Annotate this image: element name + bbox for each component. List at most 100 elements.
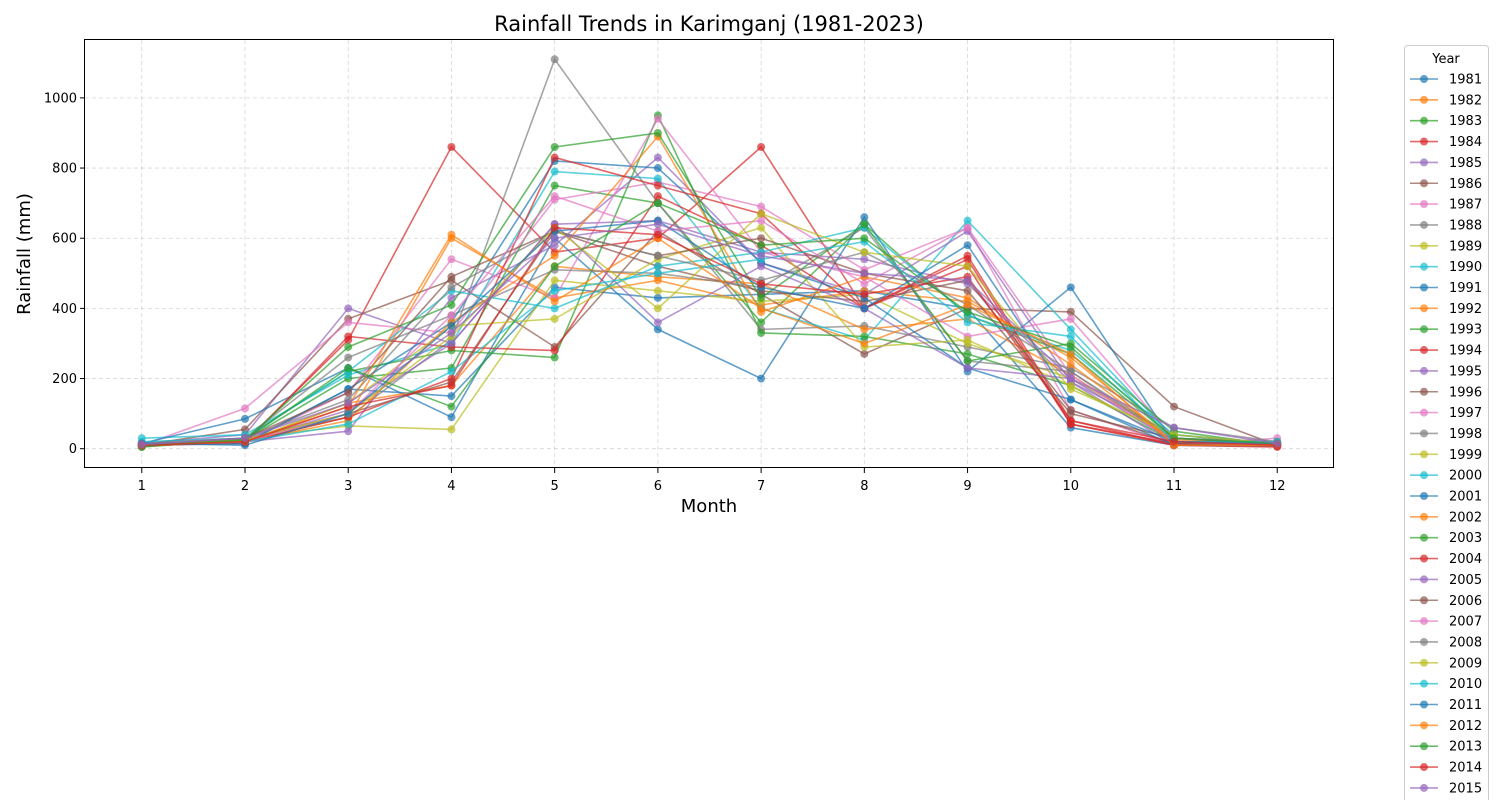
data-point (757, 262, 766, 271)
legend-label: 2013 (1449, 740, 1482, 755)
data-point (653, 262, 662, 271)
legend-marker (1420, 116, 1428, 125)
data-point (550, 223, 559, 232)
legend-item-1983: 1983 (1410, 114, 1482, 129)
data-point (963, 349, 972, 358)
data-point (447, 300, 456, 309)
y-tick-label: 1000 (44, 91, 77, 106)
legend-item-2010: 2010 (1410, 677, 1482, 692)
legend-item-2004: 2004 (1410, 552, 1482, 567)
data-point (344, 353, 353, 362)
x-tick-label: 2 (241, 479, 249, 494)
data-point (860, 220, 869, 229)
data-point (963, 286, 972, 295)
legend-item-1990: 1990 (1410, 260, 1482, 275)
legend-label: 2001 (1449, 490, 1482, 505)
legend-marker (1420, 554, 1428, 563)
x-tick-label: 9 (963, 479, 971, 494)
legend-marker (1420, 742, 1428, 751)
legend-marker (1420, 366, 1428, 375)
data-point (344, 364, 353, 373)
data-point (447, 143, 456, 151)
series-line (141, 215, 1278, 447)
legend-label: 2012 (1449, 719, 1482, 734)
data-point (963, 293, 972, 302)
legend-label: 2003 (1449, 531, 1482, 546)
data-point (550, 55, 559, 64)
data-point (653, 286, 662, 295)
data-point (860, 248, 869, 257)
legend-marker (1420, 533, 1428, 542)
legend-marker (1420, 450, 1428, 459)
data-point (550, 181, 559, 190)
series-line (141, 230, 1278, 445)
legend-item-2005: 2005 (1410, 573, 1482, 588)
data-point (344, 332, 353, 341)
data-point (653, 318, 662, 327)
legend-item-1999: 1999 (1410, 448, 1482, 463)
series-line (141, 170, 1278, 445)
legend-frame (1404, 45, 1489, 800)
data-point (447, 311, 456, 320)
legend-label: 1993 (1449, 323, 1482, 338)
legend-label: 2007 (1449, 615, 1482, 630)
chart-title: Rainfall Trends in Karimganj (1981-2023) (494, 12, 924, 36)
legend-item-2006: 2006 (1410, 594, 1482, 609)
legend-label: 2011 (1449, 698, 1482, 713)
legend-marker (1420, 596, 1428, 605)
legend-marker (1420, 512, 1428, 521)
data-point (860, 332, 869, 341)
data-point (653, 181, 662, 190)
legend-label: 1984 (1449, 135, 1482, 150)
data-point (1066, 314, 1075, 323)
legend-marker (1420, 492, 1428, 500)
data-point (1066, 360, 1075, 369)
y-axis-label: Rainfall (mm) (14, 193, 35, 315)
legend-label: 2002 (1449, 510, 1482, 525)
legend-label: 2014 (1449, 761, 1482, 776)
data-point (1066, 307, 1075, 316)
data-point (653, 293, 662, 302)
legend-label: 2015 (1449, 781, 1482, 796)
data-point (757, 328, 766, 337)
legend-marker (1420, 241, 1428, 250)
data-point (757, 234, 766, 243)
data-point (653, 128, 662, 137)
data-point (240, 434, 249, 443)
data-point (240, 414, 249, 423)
plot-frame (84, 39, 1334, 468)
data-point (447, 392, 456, 401)
legend-marker (1420, 283, 1428, 292)
legend-label: 1989 (1449, 239, 1482, 254)
legend-marker (1420, 783, 1428, 792)
legend-item-2002: 2002 (1410, 510, 1482, 525)
legend-marker (1420, 262, 1428, 271)
data-point (447, 272, 456, 281)
data-point (963, 300, 972, 309)
legend-item-2007: 2007 (1410, 615, 1482, 630)
y-tick-label: 400 (52, 302, 77, 317)
legend-item-1987: 1987 (1410, 198, 1482, 213)
legend-marker (1420, 75, 1428, 83)
data-point (550, 143, 559, 151)
legend-marker (1420, 429, 1428, 438)
legend-item-1998: 1998 (1410, 427, 1482, 442)
legend-item-2012: 2012 (1410, 719, 1482, 734)
series-layer (137, 55, 1282, 451)
x-tick-label: 5 (551, 479, 559, 494)
legend-marker (1420, 346, 1428, 355)
series-line (141, 195, 1278, 446)
legend-marker (1420, 179, 1428, 188)
grid-layer (85, 40, 1334, 468)
data-point (1066, 385, 1075, 394)
legend-label: 2005 (1449, 573, 1482, 588)
legend-item-1985: 1985 (1410, 156, 1482, 171)
legend-label: 1998 (1449, 427, 1482, 442)
data-point (860, 213, 869, 222)
data-point (963, 276, 972, 285)
data-point (653, 220, 662, 229)
data-point (550, 251, 559, 260)
data-point (963, 364, 972, 373)
data-point (240, 404, 249, 413)
data-point (447, 381, 456, 390)
